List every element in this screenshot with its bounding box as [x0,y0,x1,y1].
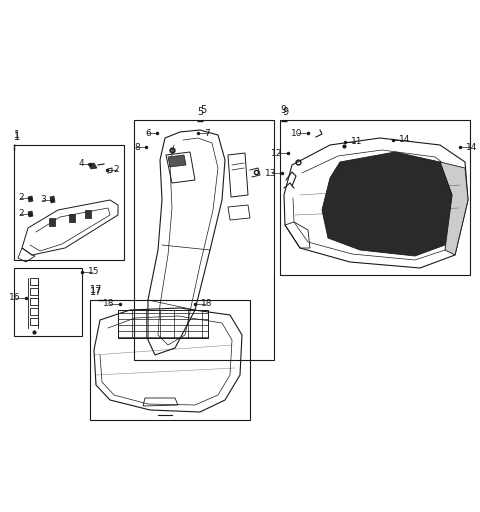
Text: 9: 9 [280,105,286,115]
Text: 12: 12 [271,148,282,158]
Bar [134,120,274,360]
Bar [14,145,124,260]
Polygon shape [85,210,91,218]
Text: 4: 4 [78,160,84,168]
Bar [280,120,470,275]
Polygon shape [168,155,186,167]
Text: 11: 11 [351,138,362,146]
Bar [14,268,82,336]
Text: 6: 6 [145,129,151,138]
Text: 3: 3 [40,196,46,204]
Text: 14: 14 [399,136,410,144]
Polygon shape [322,152,452,256]
Text: 2: 2 [18,209,24,219]
Polygon shape [50,196,55,203]
Text: 16: 16 [9,293,20,303]
Polygon shape [28,196,33,202]
Text: 15: 15 [88,267,99,276]
Text: 14: 14 [466,142,478,152]
Text: 17: 17 [90,287,102,297]
Text: 13: 13 [264,168,276,178]
Text: 5: 5 [197,107,203,117]
Text: 17: 17 [90,285,102,295]
Text: 1: 1 [14,130,20,140]
Text: 1: 1 [14,132,20,142]
Text: 2: 2 [18,194,24,203]
Text: 7: 7 [204,129,210,138]
Text: 18: 18 [103,300,114,309]
Text: 10: 10 [290,129,302,138]
Polygon shape [49,218,55,226]
Text: 9: 9 [282,107,288,117]
Polygon shape [69,214,75,222]
Bar [90,300,250,420]
Polygon shape [88,163,97,169]
Text: 2: 2 [113,165,119,175]
Text: 18: 18 [201,300,213,309]
Text: 8: 8 [134,142,140,152]
Polygon shape [440,162,468,255]
Polygon shape [28,211,33,217]
Text: 5: 5 [200,105,206,115]
